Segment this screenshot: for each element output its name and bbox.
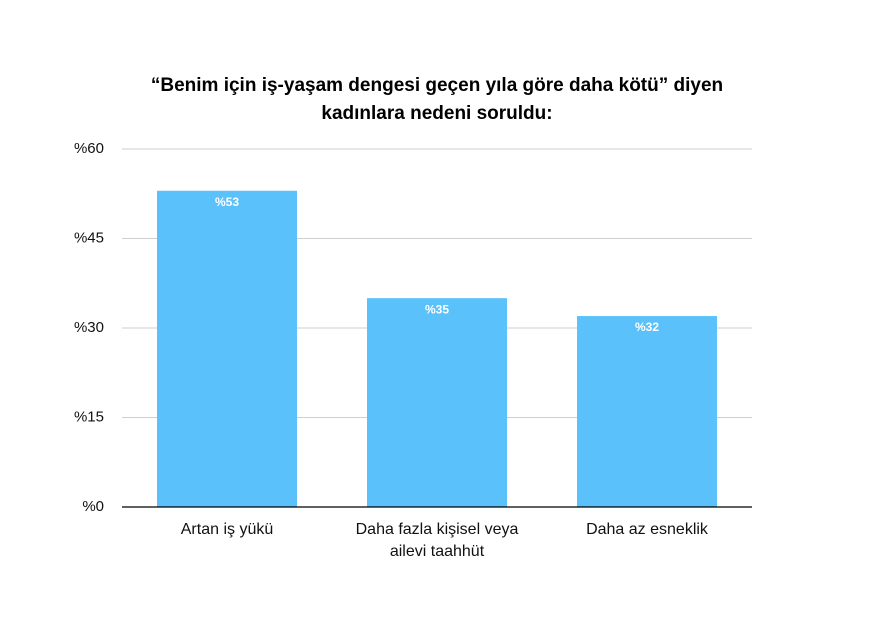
value-label: %35 bbox=[425, 302, 449, 316]
bar bbox=[157, 190, 297, 507]
x-tick-label: Artan iş yükü bbox=[180, 521, 274, 538]
y-tick-label: %30 bbox=[74, 319, 104, 336]
y-tick-label: %60 bbox=[74, 140, 104, 157]
y-tick-label: %15 bbox=[74, 408, 104, 425]
bar bbox=[577, 316, 717, 507]
y-tick-label: %45 bbox=[74, 229, 104, 246]
x-tick-label: Daha fazla kişisel veya ailevi taahhüt bbox=[355, 521, 519, 560]
bar bbox=[367, 298, 507, 507]
value-label: %32 bbox=[635, 320, 659, 334]
value-label: %53 bbox=[215, 195, 239, 209]
chart-title: “Benim için iş-yaşam dengesi geçen yıla … bbox=[150, 75, 724, 124]
y-tick-label: %0 bbox=[82, 498, 104, 515]
x-tick-label: Daha az esneklik bbox=[586, 521, 708, 538]
